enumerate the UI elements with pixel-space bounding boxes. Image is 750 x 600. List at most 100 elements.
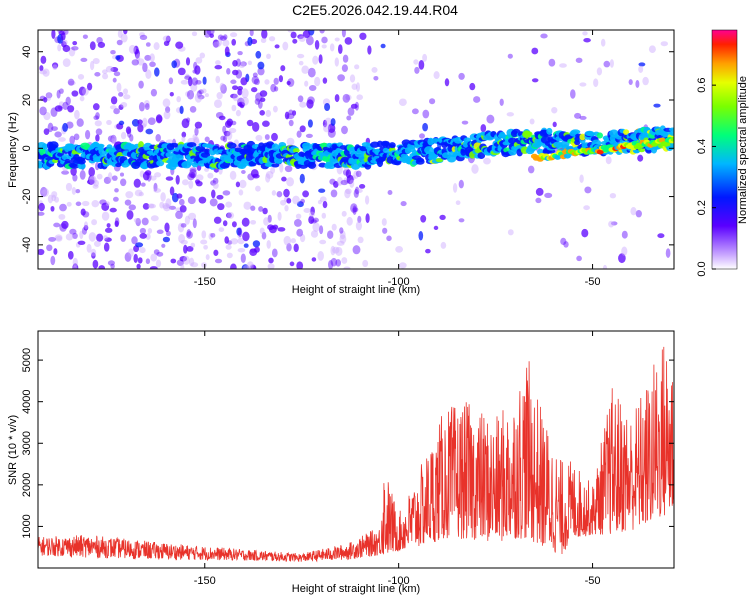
noise-speck (56, 89, 61, 99)
noise-speck (287, 78, 295, 87)
ridge-cell (579, 133, 586, 141)
noise-speck (102, 235, 108, 241)
noise-speck (257, 100, 263, 109)
noise-speck (81, 200, 90, 207)
noise-speck (222, 190, 231, 196)
y-tick-label: -20 (21, 189, 33, 205)
noise-speck (187, 196, 196, 205)
noise-speck (183, 244, 188, 254)
noise-speck (433, 71, 440, 80)
noise-speck (346, 115, 352, 121)
noise-speck (254, 98, 261, 105)
noise-speck (112, 77, 117, 83)
noise-speck (293, 218, 302, 227)
noise-speck (371, 66, 378, 73)
noise-speck (217, 203, 225, 211)
noise-speck (181, 131, 187, 138)
noise-speck (237, 51, 243, 56)
noise-speck (257, 61, 265, 70)
noise-speck (185, 57, 191, 66)
noise-speck (341, 210, 347, 217)
snr-series-line (38, 346, 674, 563)
noise-speck (307, 67, 316, 78)
noise-speck (131, 59, 140, 66)
noise-speck (535, 197, 542, 204)
noise-speck (59, 203, 67, 212)
ridge-cell (205, 143, 213, 149)
noise-speck (563, 241, 569, 248)
colorbar-tick-label: 0.0 (696, 261, 708, 276)
noise-speck (156, 251, 164, 257)
noise-speck (286, 197, 292, 204)
noise-speck (332, 246, 340, 254)
noise-speck (653, 103, 661, 108)
noise-speck (246, 261, 254, 269)
noise-speck (552, 121, 557, 128)
noise-speck (165, 176, 174, 181)
colorbar-tick-label: 0.6 (696, 78, 708, 93)
noise-speck (163, 204, 171, 212)
noise-speck (52, 64, 58, 71)
noise-speck (162, 35, 171, 42)
noise-speck (133, 178, 141, 188)
noise-speck (135, 53, 141, 62)
noise-speck (548, 58, 556, 67)
noise-speck (201, 88, 207, 94)
noise-speck (192, 218, 197, 229)
noise-speck (287, 30, 294, 33)
noise-speck (255, 185, 261, 192)
noise-speck (155, 134, 161, 142)
noise-speck (297, 34, 304, 40)
noise-speck (107, 172, 113, 182)
noise-speck (180, 79, 189, 85)
noise-speck (602, 264, 608, 269)
noise-speck (101, 211, 110, 221)
noise-speck (72, 265, 78, 269)
noise-speck (72, 263, 79, 269)
noise-speck (422, 109, 430, 119)
noise-speck (411, 108, 419, 115)
noise-speck (286, 243, 292, 252)
ridge-cell (477, 152, 486, 160)
noise-speck (123, 94, 131, 100)
noise-speck (237, 88, 243, 96)
noise-speck (195, 57, 203, 64)
noise-speck (68, 46, 76, 57)
noise-speck (140, 182, 146, 187)
noise-speck (277, 227, 286, 232)
noise-speck (328, 259, 334, 269)
noise-speck (218, 115, 226, 121)
noise-speck (452, 183, 458, 193)
noise-speck (311, 257, 317, 262)
noise-speck (255, 50, 262, 59)
noise-speck (225, 212, 232, 219)
noise-speck (279, 163, 284, 173)
noise-speck (342, 93, 351, 103)
noise-speck (235, 69, 243, 79)
noise-speck (69, 228, 77, 235)
noise-speck (205, 254, 210, 261)
noise-speck (120, 234, 127, 242)
noise-speck (149, 61, 156, 68)
noise-speck (39, 106, 47, 116)
noise-speck (380, 43, 386, 49)
noise-speck (648, 45, 656, 54)
noise-speck (296, 201, 304, 208)
noise-speck (181, 179, 189, 186)
noise-speck (222, 39, 230, 47)
noise-speck (236, 227, 242, 236)
noise-speck (145, 69, 152, 79)
noise-speck (110, 134, 117, 144)
noise-speck (200, 239, 208, 245)
noise-speck (264, 134, 270, 140)
noise-speck (136, 263, 141, 269)
noise-speck (243, 243, 249, 248)
noise-speck (187, 76, 193, 87)
noise-speck (241, 169, 246, 175)
noise-speck (570, 89, 576, 99)
noise-speck (382, 227, 388, 234)
noise-speck (267, 263, 275, 269)
noise-speck (126, 210, 134, 220)
ridge-cell (319, 142, 330, 148)
noise-speck (48, 236, 56, 242)
